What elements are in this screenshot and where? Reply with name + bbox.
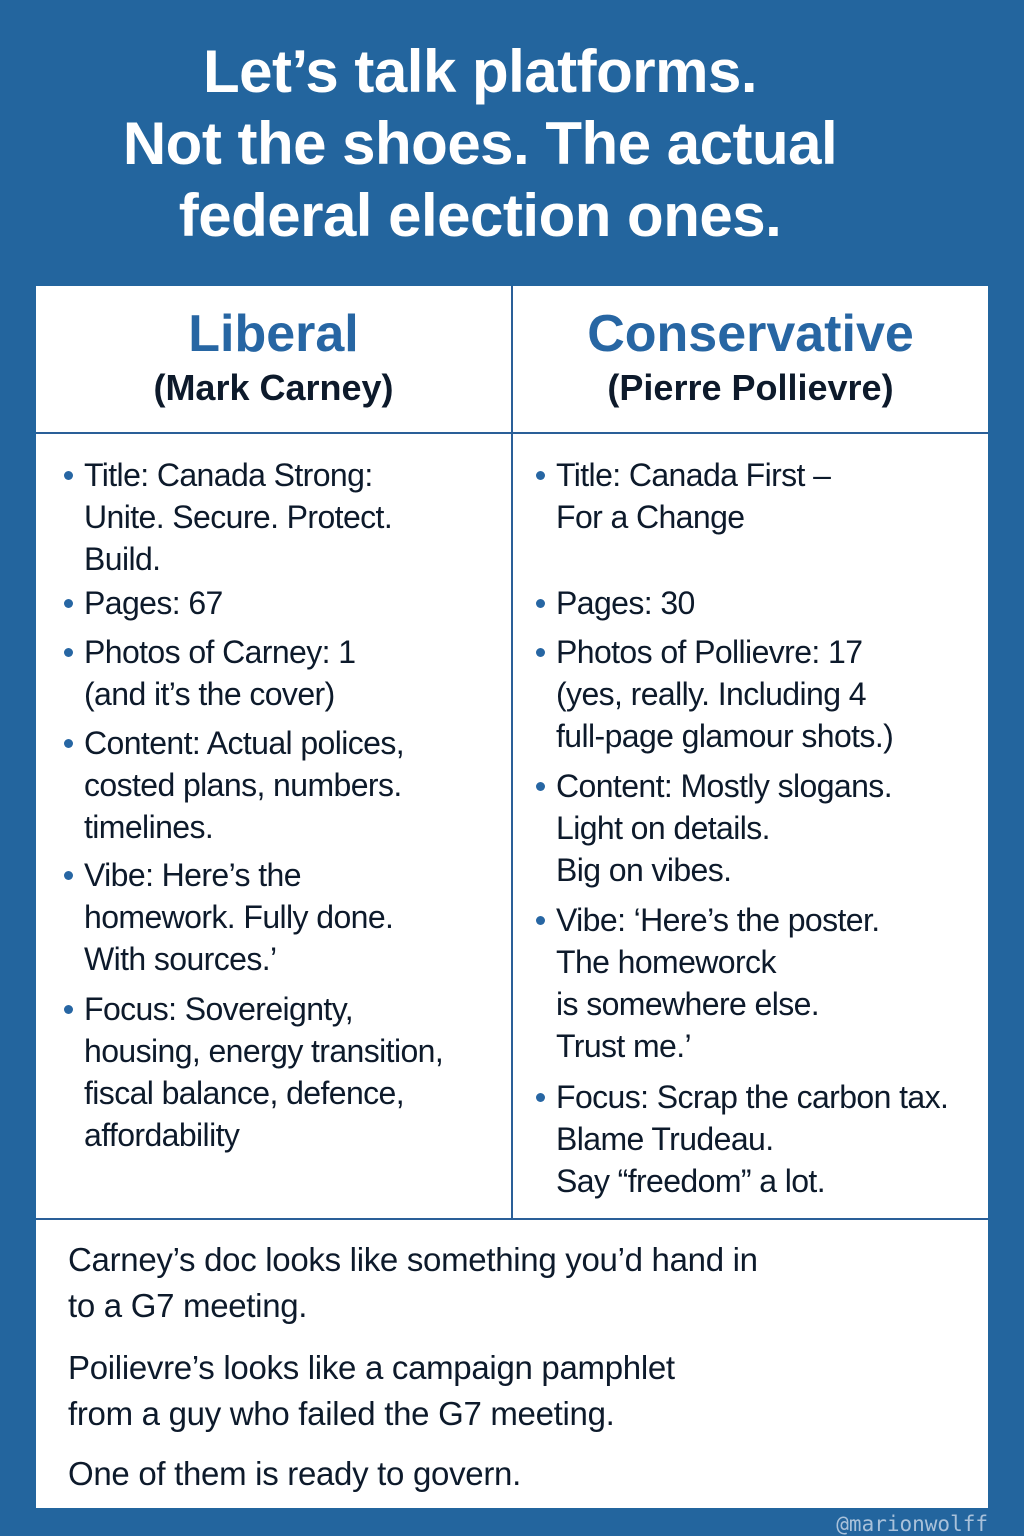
leader-name: (Pierre Pollievre) (607, 367, 894, 408)
leader-name: (Mark Carney) (153, 367, 394, 408)
list-item: Photos of Pollievre: 17 (yes, really. In… (535, 631, 894, 757)
liberal-column: Title: Canada Strong: Unite. Secure. Pro… (36, 432, 506, 1218)
summary-line: Poilievre’s looks like a campaign pamphl… (68, 1349, 675, 1432)
liberal-header: Liberal (Mark Carney) (36, 304, 511, 412)
column-divider (511, 286, 513, 1218)
list-item: Title: Canada First – For a Change (535, 454, 831, 538)
headline-line: federal election ones. (178, 182, 782, 249)
list-item: Content: Actual polices, costed plans, n… (63, 722, 405, 848)
party-name: Liberal (188, 305, 359, 363)
list-item: Vibe: ‘Here’s the poster. The homeworck … (536, 899, 880, 1067)
summary-line: Carney’s doc looks like something you’d … (68, 1241, 758, 1324)
summary-line: One of them is ready to govern. (68, 1455, 521, 1492)
list-item: Pages: 67 (64, 582, 223, 624)
table-header-row: Liberal (Mark Carney) Conservative (Pier… (36, 286, 988, 434)
watermark: @marionwolff (836, 1512, 988, 1536)
list-item: Focus: Scrap the carbon tax. Blame Trude… (535, 1076, 949, 1202)
list-item: Title: Canada Strong: Unite. Secure. Pro… (63, 454, 393, 580)
comparison-table: Liberal (Mark Carney) Conservative (Pier… (36, 286, 988, 1508)
summary: Carney’s doc looks like something you’d … (68, 1220, 968, 1497)
headline: Let’s talk platforms. Not the shoes. The… (0, 36, 960, 252)
list-item: Content: Mostly slogans. Light on detail… (536, 765, 893, 891)
headline-line: Not the shoes. The actual (122, 110, 838, 177)
headline-line: Let’s talk platforms. (202, 38, 758, 105)
list-item: Pages: 30 (536, 582, 695, 624)
list-item: Photos of Carney: 1 (and it’s the cover) (63, 631, 356, 715)
table-body: Title: Canada Strong: Unite. Secure. Pro… (36, 432, 988, 1220)
party-name: Conservative (587, 305, 914, 363)
conservative-header: Conservative (Pierre Pollievre) (513, 304, 988, 412)
list-item: Focus: Sovereignty, housing, energy tran… (63, 988, 444, 1156)
list-item: Vibe: Here’s the homework. Fully done. W… (63, 854, 394, 980)
conservative-column: Title: Canada First – For a Change Pages… (508, 432, 978, 1218)
